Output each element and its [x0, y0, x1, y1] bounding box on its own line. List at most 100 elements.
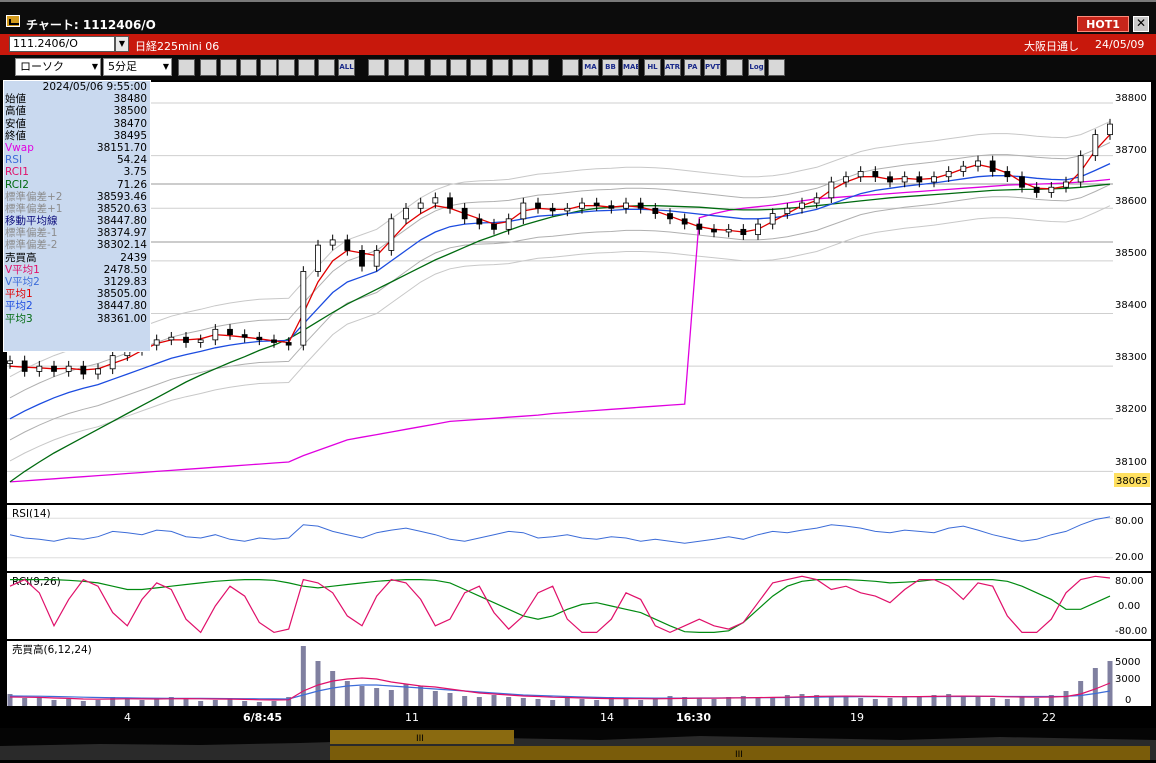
current-price-marker — [1114, 473, 1150, 487]
candle-body — [608, 205, 615, 209]
candle-body — [623, 202, 629, 209]
volume-bar — [110, 697, 116, 706]
draw-tool-icon[interactable] — [388, 59, 405, 76]
scrollbar-grip-icon: III — [416, 734, 424, 744]
para-icon[interactable]: PA RA — [684, 59, 701, 76]
bollinger-icon[interactable]: BB — [602, 59, 619, 76]
hot-button[interactable]: HOT1 — [1077, 16, 1129, 32]
data-info-panel: 2024/05/06 9:55:00 始値 38480 高値 38500 安値 38470… — [3, 80, 151, 352]
bollinger-bands — [9, 121, 1111, 462]
candle-body — [359, 249, 365, 267]
candle-body — [989, 160, 996, 172]
candle-body — [960, 165, 967, 172]
volume-bar — [1019, 697, 1025, 706]
volume-bar — [403, 684, 409, 706]
volume-bar — [579, 699, 585, 706]
info-row: 始値 38480 — [4, 93, 150, 105]
ma1-line — [9, 134, 1111, 371]
candle-body — [784, 207, 791, 214]
all-icon[interactable]: ALL — [338, 59, 355, 76]
wrench-icon[interactable] — [512, 59, 529, 76]
chart-icon[interactable] — [240, 59, 257, 76]
info-value: 38151.70 — [96, 141, 147, 154]
envelope-icon[interactable]: MAE — [622, 59, 639, 76]
rsi-tick: 80.00 — [1115, 516, 1144, 527]
time-scrollbar[interactable]: III III — [0, 728, 1156, 760]
down-arrow-icon[interactable] — [220, 59, 237, 76]
candle-body — [1063, 181, 1069, 188]
candle-body — [329, 239, 336, 246]
volume-tick: 3000 — [1115, 674, 1140, 685]
candle-body — [168, 336, 175, 341]
vwap-icon[interactable]: MA — [582, 59, 599, 76]
close-button[interactable]: ✕ — [1133, 16, 1149, 32]
volume-bar — [594, 700, 600, 706]
volume-bar — [990, 698, 996, 706]
info-row: 標準偏差-2 38302.14 — [4, 239, 150, 251]
candle-body — [725, 228, 732, 233]
volume-bar — [447, 693, 453, 706]
info-value: 38447.80 — [96, 215, 147, 228]
info-label: 安値 — [5, 117, 26, 130]
volume-bar — [36, 697, 42, 706]
bar-icon[interactable] — [318, 59, 335, 76]
crosshair-icon[interactable] — [200, 59, 217, 76]
price-axis: 38800 38700 38600 38500 38400 38300 3820… — [1114, 93, 1150, 487]
volume-bar — [872, 699, 878, 706]
chart-canvas[interactable]: 38800 38700 38600 38500 38400 38300 3820… — [0, 80, 1156, 760]
indicator-icon[interactable] — [562, 59, 579, 76]
window-icon[interactable] — [726, 59, 743, 76]
rci-tick: -80.00 — [1115, 626, 1147, 637]
ma2-line — [9, 163, 1111, 420]
scrollbar-thumb-upper[interactable] — [330, 730, 514, 744]
copy-icon[interactable] — [450, 59, 467, 76]
undo-icon[interactable] — [430, 59, 447, 76]
info-datetime: 2024/05/06 9:55:00 — [42, 81, 147, 93]
pivot-icon[interactable]: PVT — [704, 59, 721, 76]
zoom-icon[interactable] — [178, 59, 195, 76]
info-label: 平均3 — [5, 312, 33, 325]
symbol-dropdown-icon[interactable]: ▼ — [115, 36, 129, 52]
info-row: 標準偏差+1 38520.63 — [4, 203, 150, 215]
cursor-icon[interactable] — [408, 59, 425, 76]
hl-icon[interactable]: HL — [644, 59, 661, 76]
candle-body — [901, 176, 908, 183]
tools-icon[interactable] — [260, 59, 277, 76]
chart-type-select[interactable]: ローソク ▼ — [15, 58, 101, 76]
info-value: 3.75 — [123, 166, 147, 179]
scrollbar-thumb-lower[interactable] — [330, 746, 1150, 760]
candle-body — [1048, 186, 1055, 193]
log-icon[interactable]: Log — [748, 59, 765, 76]
settings-icon[interactable] — [492, 59, 509, 76]
symbol-code-input[interactable]: 111.2406/O — [9, 36, 115, 52]
candle-body — [975, 160, 981, 167]
scrollbar-canvas: III III — [0, 730, 1156, 760]
atr-icon[interactable]: ATR — [664, 59, 681, 76]
info-row: 売買高 2439 — [4, 252, 150, 264]
volume-bar — [916, 696, 922, 706]
info-label: 移動平均線 — [5, 215, 58, 228]
info-row: 標準偏差-1 38374.97 — [4, 227, 150, 239]
info-value: 38447.80 — [96, 300, 147, 313]
candle-body — [95, 368, 101, 375]
scrollbar-grip-icon: III — [735, 750, 743, 760]
volume-bar — [491, 695, 497, 706]
info-label: 平均1 — [5, 288, 33, 301]
interval-select[interactable]: 5分足 ▼ — [103, 58, 172, 76]
time-tick: 4 — [124, 711, 131, 724]
time-tick: 16:30 — [676, 711, 711, 724]
candle-body — [447, 197, 453, 209]
candle-body — [461, 207, 468, 220]
info-label: 標準偏差-2 — [5, 239, 58, 252]
draw-line-icon[interactable] — [368, 59, 385, 76]
color-icon[interactable] — [532, 59, 549, 76]
market-name: 大阪日通し — [1024, 40, 1079, 53]
candle-icon[interactable] — [298, 59, 315, 76]
stop-icon[interactable] — [278, 59, 295, 76]
price-tick: 38800 — [1115, 93, 1147, 104]
candle-body — [1092, 134, 1099, 157]
delete-icon[interactable] — [470, 59, 487, 76]
price-tick: 38200 — [1115, 404, 1147, 415]
export-icon[interactable] — [768, 59, 785, 76]
volume-bar — [506, 697, 512, 706]
